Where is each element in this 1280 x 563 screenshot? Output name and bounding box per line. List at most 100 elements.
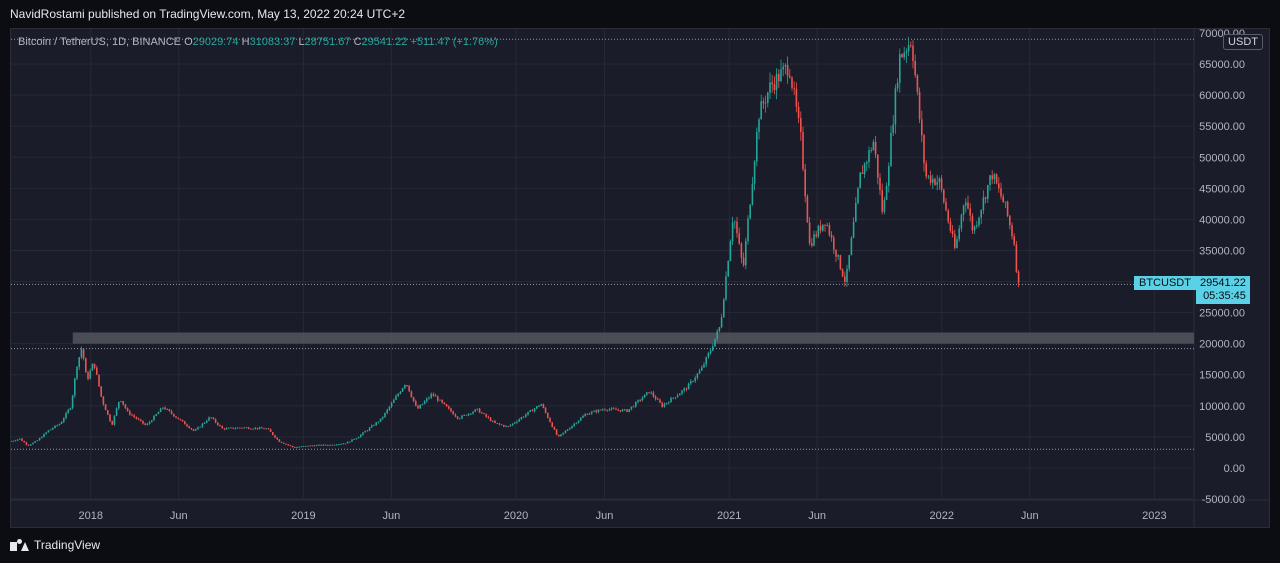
candle-body [995, 174, 998, 184]
candle-body [360, 434, 362, 438]
candle-body [868, 150, 870, 163]
candle-body [505, 426, 507, 427]
candle-body [382, 417, 384, 419]
candle-body [76, 367, 78, 379]
candle-body [241, 427, 243, 429]
price-chart[interactable]: 70000.00 65000.00 60000.00 55000.00 50000.00… [11, 29, 1269, 527]
candle-body [82, 349, 85, 359]
bar-countdown: 05:35:45 [1203, 290, 1246, 303]
candle-body [606, 409, 608, 411]
candle-body [373, 425, 375, 427]
candle-body [164, 407, 166, 410]
candle-body [731, 222, 734, 242]
candle-body [388, 406, 391, 410]
candle-body [910, 45, 912, 47]
candle-body [276, 437, 278, 440]
candle-body [575, 422, 578, 424]
candle-body [901, 54, 903, 58]
candle-body [613, 408, 615, 410]
candle-body [122, 401, 124, 405]
candle-body [327, 445, 329, 446]
candle-body [285, 443, 287, 445]
candle-body [186, 424, 188, 427]
candle-body [188, 426, 190, 429]
candle-body [531, 410, 534, 412]
candle-body [804, 169, 806, 197]
candle-body [470, 413, 472, 415]
candle-body [393, 399, 395, 403]
candle-body [494, 421, 496, 423]
high-value: 31083.37 [249, 36, 296, 48]
candle-body [573, 423, 575, 426]
candle-body [349, 441, 351, 443]
candle-body [685, 388, 688, 390]
candle-body [60, 421, 63, 424]
candle-body [364, 431, 366, 433]
candle-body [78, 357, 80, 368]
candle-body [577, 420, 580, 423]
candle-body [811, 243, 813, 246]
candle-body [245, 427, 248, 429]
candle-body [362, 432, 364, 435]
candle-body [549, 417, 551, 423]
candle-body [197, 427, 199, 430]
candle-body [148, 421, 151, 424]
candle-body [355, 438, 358, 440]
open-value: 29029.74 [192, 36, 239, 48]
publish-header: NavidRostami published on TradingView.co… [10, 7, 405, 21]
candle-body [448, 406, 450, 409]
candle-body [395, 396, 397, 400]
candle-body [797, 106, 800, 119]
candle-body [773, 84, 776, 90]
candle-body [604, 409, 606, 411]
candle-body [195, 429, 197, 431]
candle-body [67, 409, 69, 413]
candle-body [912, 45, 914, 62]
candle-body [162, 407, 164, 409]
candle-body [784, 65, 787, 67]
candle-body [738, 233, 740, 244]
candle-body [533, 408, 536, 412]
candle-body [879, 177, 881, 191]
candle-body [967, 202, 969, 209]
candle-body [569, 428, 571, 430]
candle-body [775, 73, 778, 90]
candle-body [749, 204, 751, 219]
candle-body [417, 405, 419, 409]
y-tick-label: 60000.00 [1199, 90, 1245, 102]
candle-body [217, 422, 219, 426]
candle-body [258, 427, 261, 429]
candle-body [41, 437, 43, 439]
candle-body [265, 428, 267, 430]
candle-body [945, 201, 947, 211]
chart-panel[interactable]: Bitcoin / TetherUS, 1D, BINANCE O29029.7… [10, 28, 1270, 528]
candle-body [386, 409, 388, 413]
candle-body [329, 444, 331, 446]
candle-body [938, 178, 941, 183]
candle-body [80, 349, 83, 358]
candle-body [841, 269, 844, 277]
currency-unit-button[interactable]: USDT [1223, 34, 1263, 50]
x-tick-label: Jun [170, 510, 188, 522]
candle-body [771, 82, 773, 85]
y-tick-label: 40000.00 [1199, 214, 1245, 226]
candle-body [923, 135, 925, 164]
candle-body [716, 331, 718, 339]
candle-body [346, 441, 349, 444]
x-tick-label: Jun [808, 510, 826, 522]
candle-body [302, 446, 305, 447]
candle-body [621, 409, 624, 412]
candle-body [199, 426, 201, 428]
candle-body [492, 421, 494, 422]
y-tick-label: 15000.00 [1199, 370, 1245, 382]
candle-body [153, 415, 155, 421]
candle-body [987, 185, 989, 199]
candle-body [272, 432, 274, 436]
candle-body [496, 422, 498, 424]
y-tick-label: 65000.00 [1199, 59, 1245, 71]
candle-body [126, 408, 129, 412]
candle-body [452, 411, 454, 415]
candle-body [472, 411, 474, 414]
candle-body [536, 406, 538, 409]
candle-body [177, 417, 179, 420]
